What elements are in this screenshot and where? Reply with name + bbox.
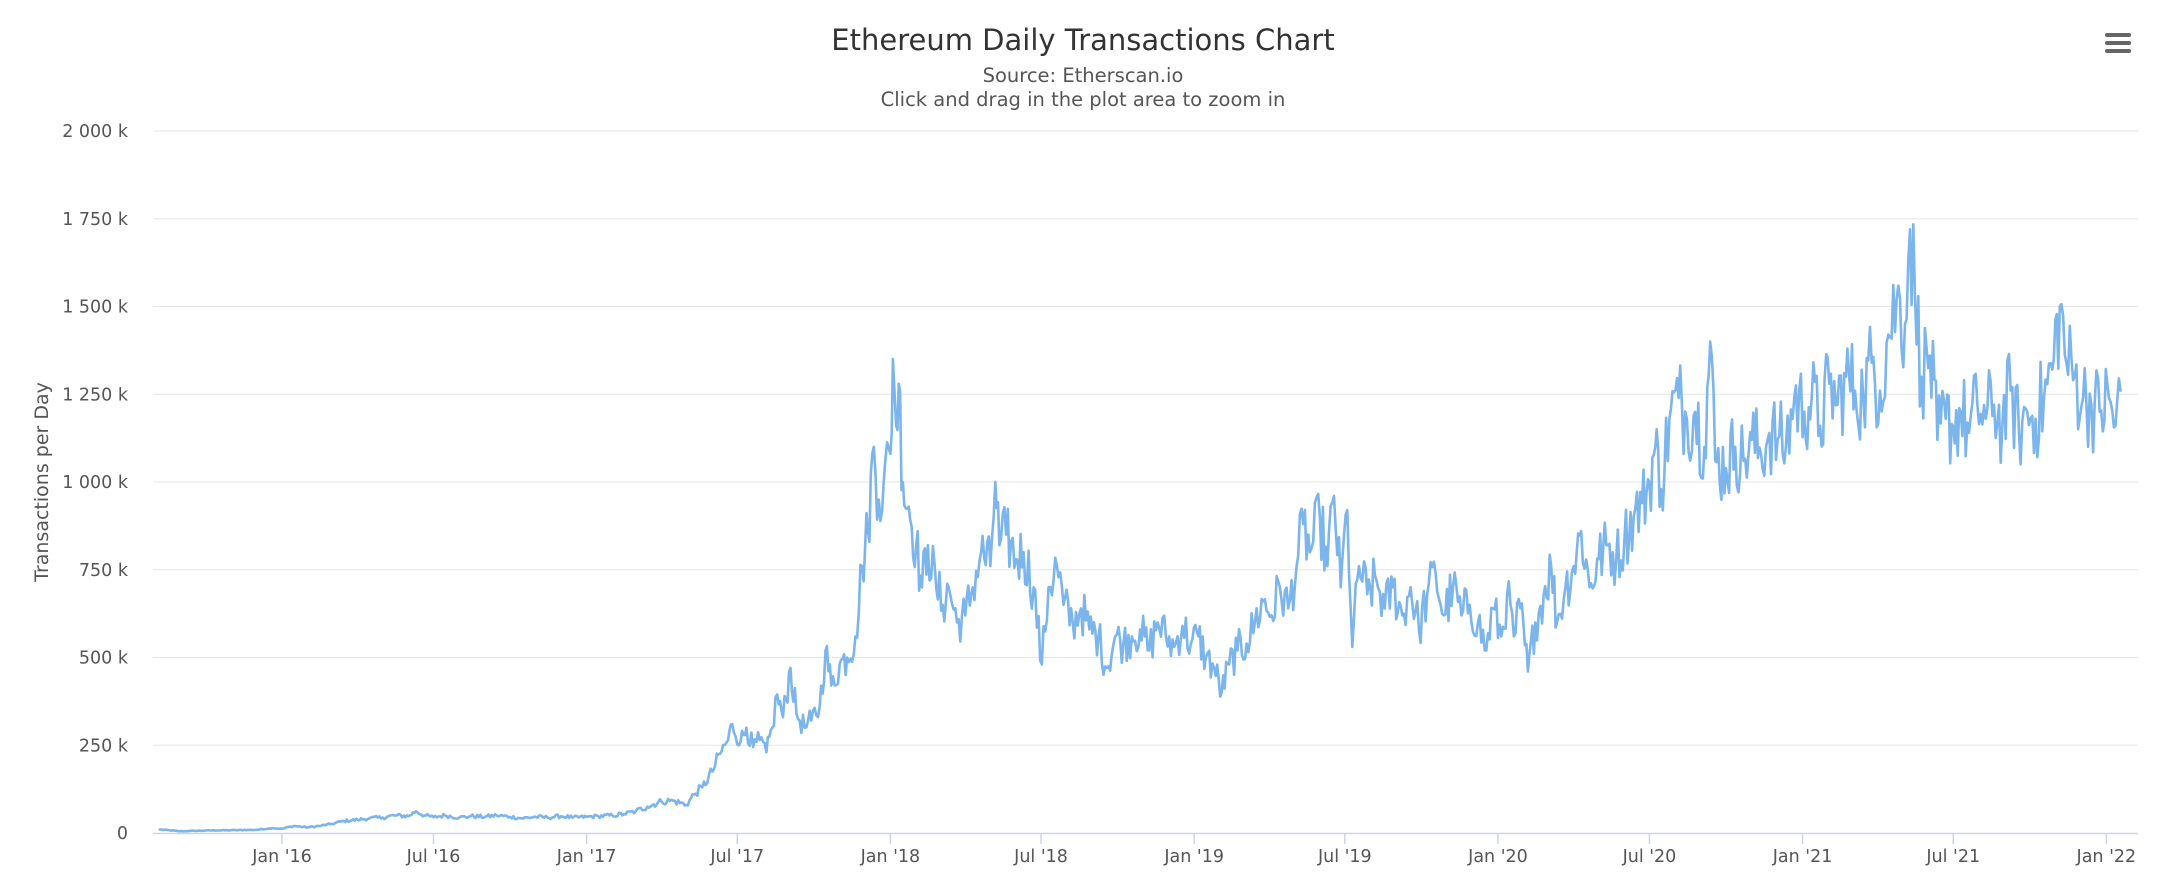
x-tick-label: Jul '20 [1622,847,1677,867]
series-line-transactions [158,223,2122,833]
chart-subtitle-source: Source: Etherscan.io [983,64,1184,87]
x-tick-label: Jan '21 [1772,847,1833,867]
hamburger-menu-icon [2105,33,2131,37]
x-tick-label: Jul '19 [1317,847,1372,867]
hamburger-menu-icon-bar-bottom [2105,49,2131,53]
x-tick-label: Jan '16 [251,847,312,867]
y-tick-label: 500 k [79,649,129,669]
x-tick-label: Jul '21 [1925,847,1980,867]
x-tick-label: Jan '17 [556,847,617,867]
x-tick-label: Jan '19 [1163,847,1224,867]
chart-menu-button[interactable] [2100,28,2134,58]
y-axis-title: Transactions per Day [31,382,53,583]
x-tick-label: Jul '16 [406,847,461,867]
y-axis-labels: 0 250 k 500 k 750 k 1 000 k 1 250 k 1 500 k 1 7… [62,122,129,844]
x-tick-label: Jan '22 [2076,847,2137,867]
y-tick-label: 750 k [79,561,129,581]
chart-subtitle-hint: Click and drag in the plot area to zoom … [881,88,1286,111]
series-layer [158,223,2122,833]
y-tick-label: 1 000 k [62,473,129,493]
y-tick-label: 2 000 k [62,122,129,142]
y-tick-label: 250 k [79,736,129,756]
grid-lines [153,130,2138,746]
hamburger-menu-icon-bar-middle [2105,41,2131,45]
x-tick-label: Jul '17 [709,847,764,867]
x-tick-label: Jan '18 [860,847,921,867]
y-tick-label: 0 [117,824,128,844]
chart-title: Ethereum Daily Transactions Chart [831,23,1334,57]
y-tick-label: 1 250 k [62,385,129,405]
x-tick-label: Jul '18 [1013,847,1068,867]
y-tick-label: 1 750 k [62,210,129,230]
x-tick-label: Jan '20 [1467,847,1528,867]
y-tick-label: 1 500 k [62,298,129,318]
x-axis: Jan '16 Jul '16 Jan '17 Jul '17 Jan '18 Jul '… [153,832,2138,867]
